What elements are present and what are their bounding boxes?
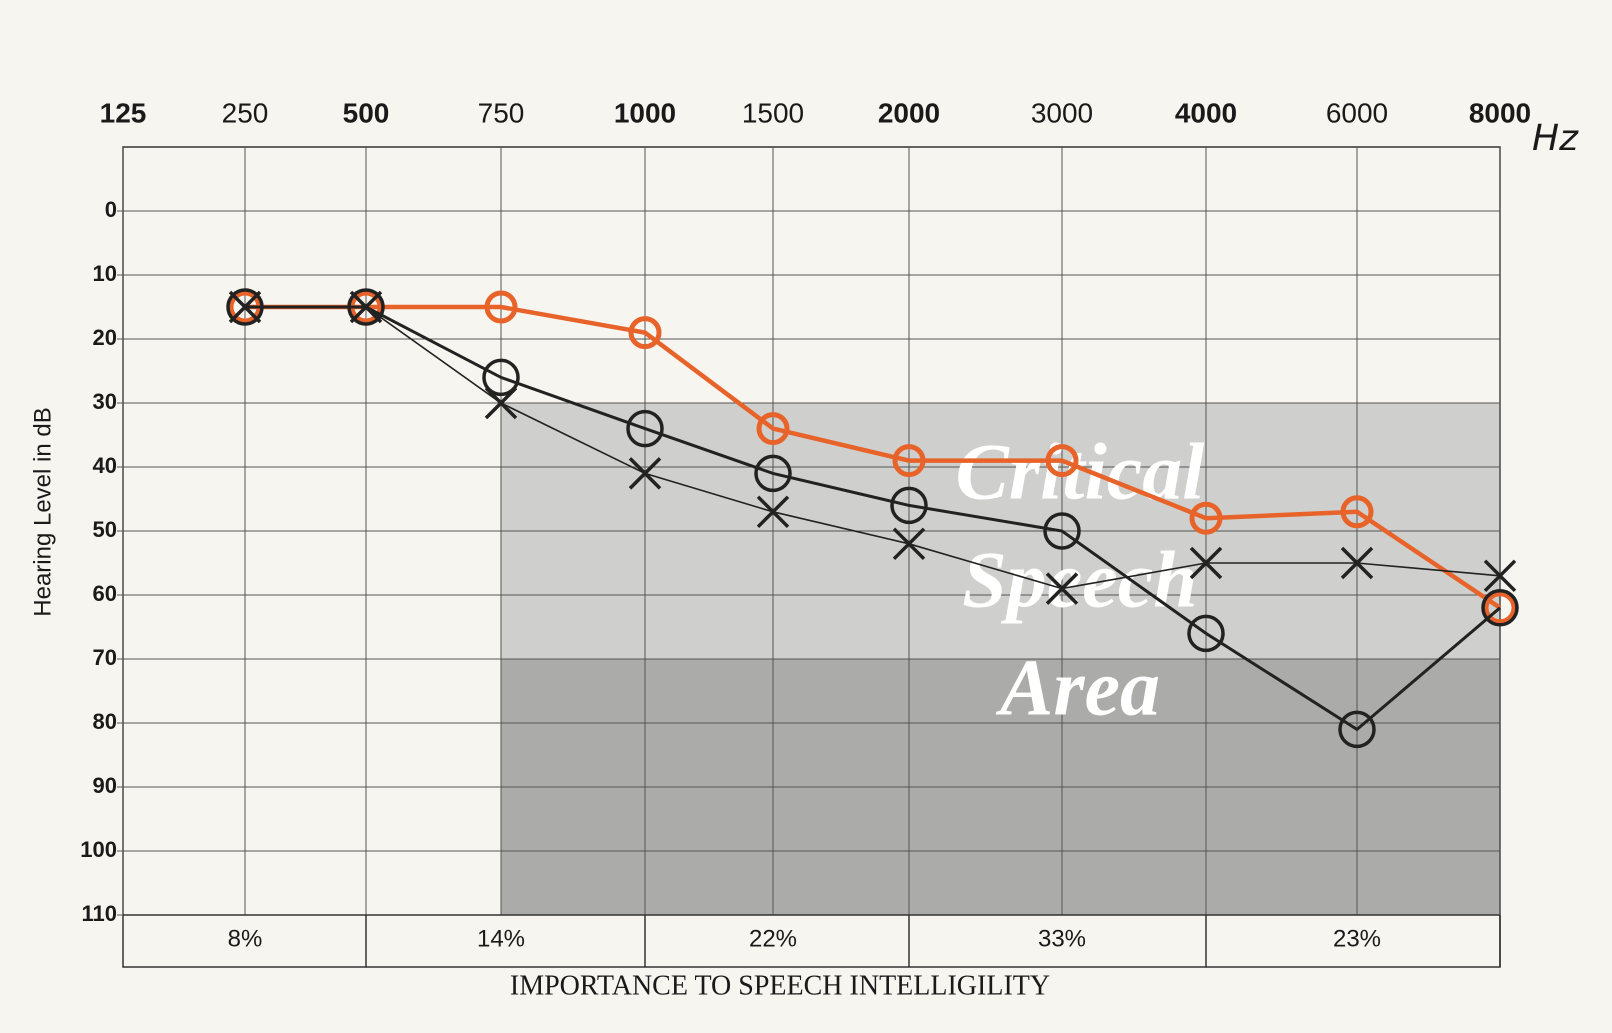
marker-x bbox=[1340, 546, 1374, 580]
marker-x bbox=[756, 495, 790, 529]
importance-label: 23% bbox=[1333, 925, 1381, 952]
marker-circle bbox=[1189, 501, 1223, 535]
importance-label: 33% bbox=[1038, 925, 1086, 952]
y-tick-label: 40 bbox=[93, 453, 117, 478]
series-line bbox=[245, 305, 1501, 732]
x-tick-label: 500 bbox=[343, 97, 390, 128]
marker-x bbox=[349, 290, 383, 324]
importance-label: 14% bbox=[477, 925, 525, 952]
marker-circle bbox=[754, 454, 792, 493]
y-tick-label: 10 bbox=[93, 261, 117, 286]
x-tick-label: 750 bbox=[478, 97, 525, 128]
x-tick-label: 6000 bbox=[1326, 97, 1388, 128]
importance-title: IMPORTANCE TO SPEECH INTELLIGILITY bbox=[510, 970, 1050, 1001]
marker-x bbox=[628, 457, 662, 490]
critical-area-text: Speech bbox=[962, 536, 1198, 624]
marker-circle bbox=[1481, 589, 1519, 627]
y-tick-label: 20 bbox=[93, 325, 117, 350]
x-tick-label: 1500 bbox=[742, 97, 804, 128]
marker-circle bbox=[1043, 512, 1081, 550]
series-line bbox=[245, 304, 1502, 610]
y-tick-label: 0 bbox=[105, 197, 117, 222]
marker-circle bbox=[1340, 495, 1374, 529]
series bbox=[228, 290, 1517, 605]
y-axis-label: Hearing Level in dB bbox=[29, 407, 56, 616]
x-tick-label: 1000 bbox=[614, 97, 676, 128]
x-tick-label: 8000 bbox=[1469, 97, 1531, 128]
marker-x bbox=[1483, 559, 1517, 593]
marker-circle bbox=[628, 316, 662, 350]
x-tick-label: 250 bbox=[222, 97, 269, 128]
y-tick-label: 90 bbox=[93, 773, 117, 798]
y-tick-label: 60 bbox=[93, 581, 117, 606]
marker-circle bbox=[756, 412, 790, 446]
marker-x bbox=[1045, 572, 1079, 605]
marker-circle bbox=[1187, 614, 1225, 653]
marker-circle bbox=[484, 290, 518, 324]
y-tick-label: 110 bbox=[82, 901, 118, 926]
x-tick-label: 2000 bbox=[878, 97, 940, 128]
marker-circle bbox=[482, 358, 520, 397]
marker-x bbox=[484, 386, 518, 420]
x-tick-label: 3000 bbox=[1031, 97, 1093, 128]
y-tick-label: 30 bbox=[93, 389, 117, 414]
marker-circle bbox=[1045, 444, 1079, 478]
marker-circle bbox=[626, 409, 664, 448]
x-tick-label: 125 bbox=[100, 97, 147, 128]
marker-circle bbox=[1338, 710, 1376, 749]
marker-circle bbox=[892, 444, 926, 478]
series-line bbox=[245, 306, 1501, 590]
marker-x bbox=[892, 527, 926, 561]
y-tick-label: 50 bbox=[93, 517, 117, 542]
x-unit: Hz bbox=[1532, 118, 1579, 159]
importance-label: 8% bbox=[228, 925, 263, 952]
x-tick-label: 4000 bbox=[1175, 97, 1237, 128]
critical-area-text: Area bbox=[995, 644, 1160, 732]
marker-x bbox=[228, 290, 262, 324]
y-tick-label: 70 bbox=[93, 645, 117, 670]
y-tick-label: 80 bbox=[93, 709, 117, 734]
marker-circle bbox=[1483, 591, 1517, 625]
importance-label: 22% bbox=[749, 925, 797, 952]
marker-x bbox=[1189, 546, 1223, 580]
marker-circle bbox=[890, 486, 928, 525]
y-tick-label: 100 bbox=[80, 837, 117, 862]
